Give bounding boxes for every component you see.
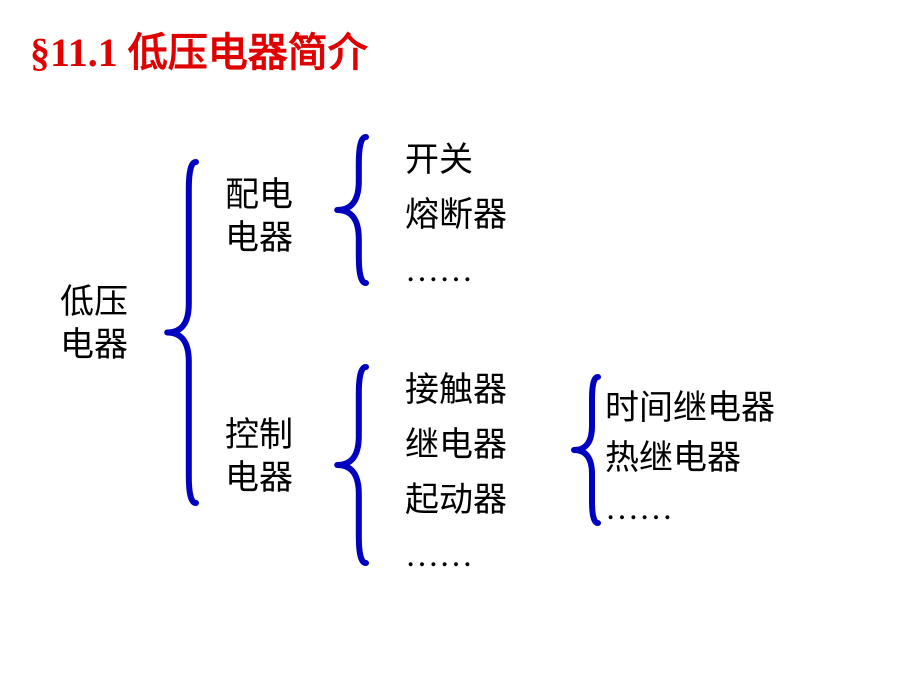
brace	[320, 365, 368, 565]
section-title: §11.1 低压电器简介	[30, 20, 368, 78]
tree-node-c1: 时间继电器	[605, 388, 775, 431]
tree-node-c3: ……	[605, 488, 673, 531]
tree-node-branchB: 控制 电器	[225, 415, 293, 500]
tree-node-b2: 继电器	[405, 425, 507, 468]
tree-node-root: 低压 电器	[60, 282, 128, 367]
tree-node-a2: 熔断器	[405, 195, 507, 238]
brace	[150, 160, 198, 505]
brace	[320, 135, 368, 285]
tree-node-a1: 开关	[405, 140, 473, 183]
tree-node-a3: ……	[405, 250, 473, 293]
tree-node-c2: 热继电器	[605, 438, 741, 481]
tree-node-b3: 起动器	[405, 480, 507, 523]
tree-node-b4: ……	[405, 535, 473, 578]
diagram-stage: §11.1 低压电器简介低压 电器 配电 电器控制 电器 开关熔断器 …… 接触器继电器…	[0, 0, 920, 690]
tree-node-branchA: 配电 电器	[225, 175, 293, 260]
tree-node-b1: 接触器	[405, 370, 507, 413]
brace	[560, 375, 600, 525]
